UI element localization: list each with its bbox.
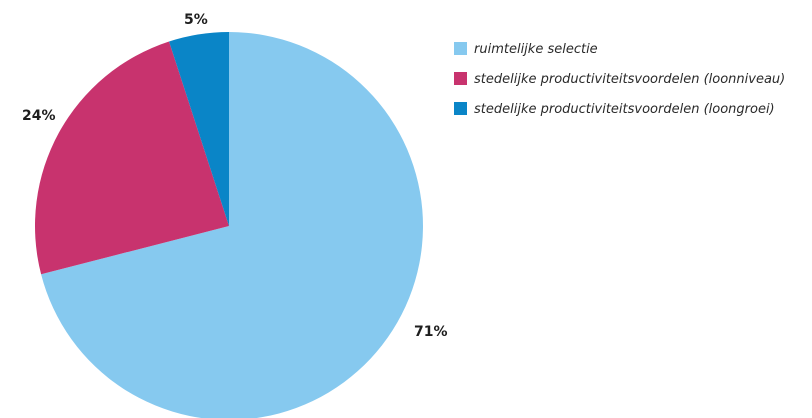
legend: ruimtelijke selectie stedelijke productiv…	[454, 42, 785, 117]
slice-label: 5%	[184, 12, 208, 28]
legend-label: stedelijke productiviteitsvoordelen (loo…	[474, 72, 785, 87]
legend-label: ruimtelijke selectie	[474, 42, 598, 57]
legend-swatch	[454, 42, 467, 55]
legend-swatch	[454, 102, 467, 115]
slice-label: 71%	[414, 324, 448, 340]
legend-swatch	[454, 72, 467, 85]
pie-slice	[34, 41, 230, 275]
legend-label: stedelijke productiviteitsvoordelen (loo…	[474, 102, 775, 117]
pie-slice	[41, 32, 423, 418]
slice-labels: 71% 24% 5%	[22, 12, 448, 340]
pie-slices	[34, 32, 423, 418]
slice-label: 24%	[22, 108, 56, 124]
pie-slice	[169, 32, 229, 226]
